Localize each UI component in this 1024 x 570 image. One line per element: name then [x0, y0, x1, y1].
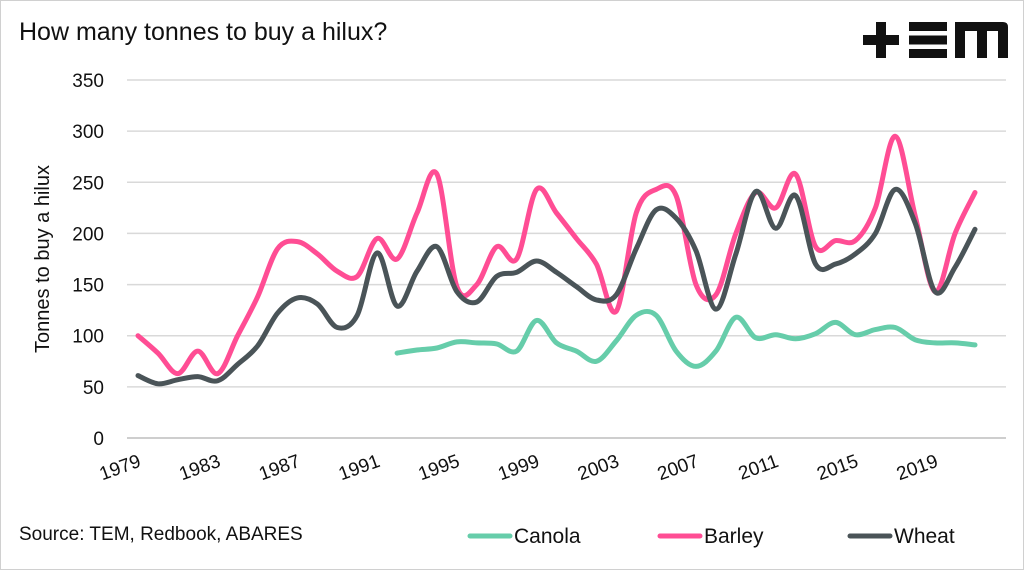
series-line-canola: [394, 308, 978, 369]
x-tick-label: 1987: [256, 451, 303, 485]
x-tick-labels: 1979 1983 1987 1991 1995 1999 2003 2007 2011 2015…: [97, 451, 941, 485]
y-tick-label: 0: [93, 429, 104, 450]
y-axis-label: Tonnes to buy a hilux: [32, 165, 54, 353]
x-tick-label: 2003: [575, 451, 622, 485]
x-tick-label: 2011: [736, 451, 782, 485]
series-lines: [135, 133, 978, 387]
y-tick-label: 100: [72, 327, 104, 348]
x-tick-label: 1983: [177, 451, 224, 485]
y-tick-label: 200: [72, 224, 104, 245]
x-tick-label: 2007: [655, 451, 702, 485]
y-tick-label: 250: [72, 173, 104, 194]
legend: Canola Barley Wheat: [467, 525, 955, 548]
tem-logo: [863, 22, 1008, 58]
legend-label-barley: Barley: [704, 525, 764, 548]
y-tick-labels: 0 50 100 150 200 250 300 350: [72, 71, 104, 450]
gridlines: [127, 79, 1006, 439]
y-tick-label: 150: [72, 276, 104, 297]
y-tick-label: 50: [83, 378, 104, 399]
legend-label-wheat: Wheat: [894, 525, 955, 548]
source-note: Source: TEM, Redbook, ABARES: [19, 524, 303, 545]
series-line-barley: [135, 133, 978, 377]
chart-title: How many tonnes to buy a hilux?: [19, 18, 388, 46]
y-tick-label: 350: [72, 71, 104, 92]
y-tick-label: 300: [72, 122, 104, 143]
legend-label-canola: Canola: [514, 525, 581, 548]
x-tick-label: 1979: [97, 451, 144, 485]
x-tick-label: 1991: [336, 451, 383, 485]
x-tick-label: 1995: [416, 451, 463, 485]
x-tick-label: 2015: [814, 451, 861, 485]
x-tick-label: 1999: [495, 451, 542, 485]
x-tick-label: 2019: [894, 451, 941, 485]
series-line-wheat: [135, 186, 978, 387]
